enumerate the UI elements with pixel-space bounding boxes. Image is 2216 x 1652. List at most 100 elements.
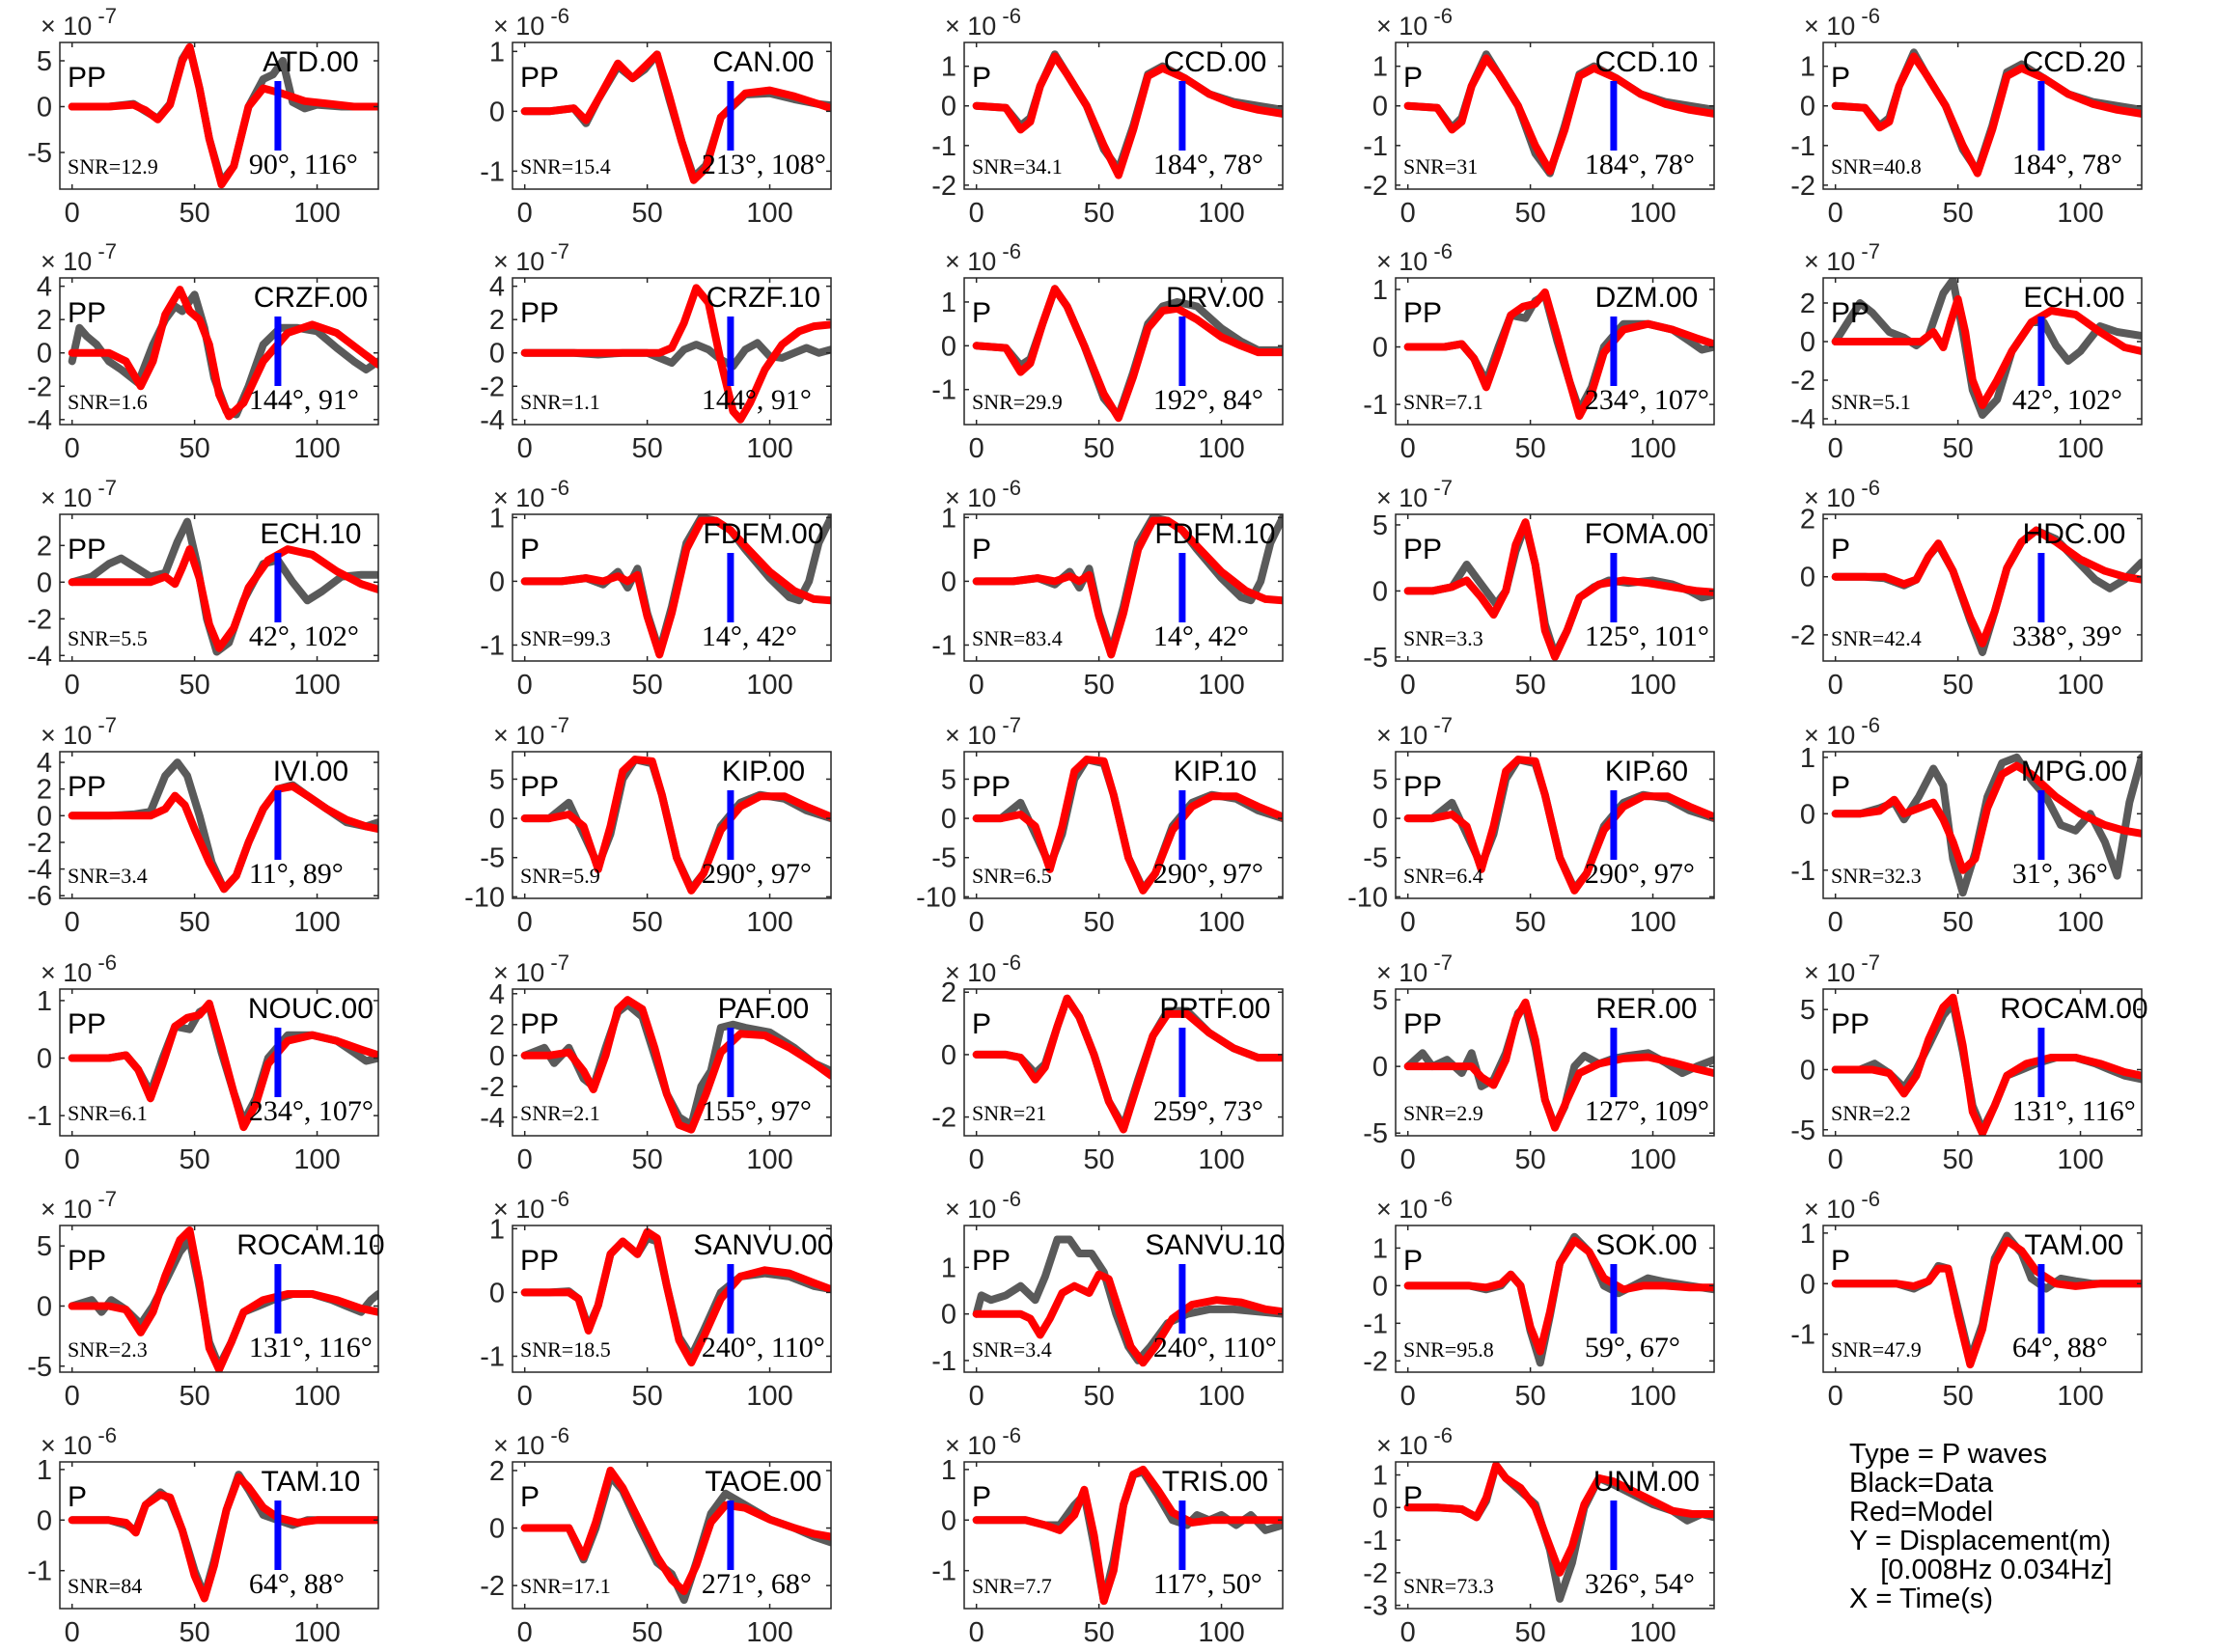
x-tick-label: 100	[293, 1144, 340, 1175]
angles-label: 271°, 68°	[702, 1568, 812, 1600]
phase-label: PP	[68, 1245, 106, 1277]
angles-label: 127°, 109°	[1585, 1095, 1709, 1127]
x-tick-label: 50	[1514, 1381, 1545, 1412]
y-tick-label: 1	[941, 503, 956, 534]
station-label: UNM.00	[1593, 1466, 1700, 1498]
x-tick-label: 50	[1942, 433, 1973, 464]
x-tick-label: 0	[1400, 907, 1416, 938]
x-tick-label: 0	[969, 1617, 984, 1648]
axes-frame	[512, 1461, 832, 1610]
y-exponent: × 10 -7	[41, 1187, 117, 1224]
phase-label: PP	[1403, 1008, 1442, 1040]
x-tick-label: 50	[179, 433, 209, 464]
axes-frame	[1822, 1225, 2143, 1373]
x-tick-label: 50	[179, 907, 209, 938]
model-trace	[68, 999, 378, 1132]
snr-label: SNR=1.6	[68, 390, 148, 414]
x-tick-label: 0	[1828, 433, 1843, 464]
y-tick-label: 1	[941, 1455, 956, 1486]
x-tick-label: 0	[517, 1144, 533, 1175]
y-tick-label: -5	[1363, 843, 1388, 874]
snr-label: SNR=12.9	[68, 154, 158, 179]
y-tick-label: 1	[37, 986, 52, 1017]
axes-frame	[1822, 751, 2143, 899]
panel-ech-10: 0 50 100 2 0 -2 -4 × 10 -7 PP ECH.10 SNR=5.5 42°, 1…	[27, 476, 379, 701]
y-tick-label: 5	[489, 764, 505, 795]
snr-label: SNR=7.7	[972, 1574, 1052, 1598]
x-tick-label: 0	[65, 1144, 80, 1175]
phase-label: P	[520, 1481, 540, 1513]
snr-label: SNR=6.4	[1403, 864, 1483, 888]
model-trace	[1403, 756, 1714, 895]
phase-label: P	[972, 1008, 991, 1040]
phase-label: PP	[520, 1245, 559, 1277]
y-exponent: × 10 -7	[1376, 950, 1453, 987]
y-tick-label: -1	[1363, 390, 1388, 421]
x-tick-label: 100	[293, 198, 340, 229]
axes-frame	[1395, 513, 1715, 662]
angles-label: 144°, 91°	[702, 384, 812, 416]
snr-label: SNR=1.1	[520, 390, 600, 414]
model-trace	[1403, 54, 1714, 176]
y-tick-label: 0	[941, 92, 956, 123]
x-tick-label: 0	[517, 1617, 533, 1648]
phase-label: P	[1831, 771, 1850, 803]
y-tick-label: -1	[1790, 131, 1815, 162]
figure-legend: Type = P waves Black=Data Red=Model Y = …	[1849, 1440, 2112, 1613]
y-tick-label: 0	[941, 1040, 956, 1071]
phase-label: P	[1403, 62, 1423, 94]
snr-label: SNR=7.1	[1403, 390, 1483, 414]
y-tick-label: -4	[27, 405, 52, 436]
panel-ccd-10: 0 50 100 1 0 -1 -2 × 10 -6 P CCD.10 SNR=31 184°, 78…	[1363, 4, 1715, 229]
y-tick-label: -1	[931, 131, 956, 162]
x-tick-label: 50	[631, 1381, 662, 1412]
y-tick-label: 0	[37, 567, 52, 598]
phase-label: P	[1831, 62, 1850, 94]
y-tick-label: 0	[489, 1278, 505, 1308]
x-tick-label: 0	[1400, 198, 1416, 229]
y-tick-label: 0	[37, 1505, 52, 1536]
x-tick-label: 100	[1198, 1144, 1244, 1175]
y-tick-label: 1	[37, 1455, 52, 1486]
x-tick-label: 100	[293, 433, 340, 464]
axes-frame	[1822, 277, 2143, 426]
y-exponent: × 10 -6	[41, 1423, 117, 1460]
x-tick-label: 100	[1629, 907, 1676, 938]
model-trace	[1831, 526, 2142, 647]
snr-label: SNR=5.9	[520, 864, 600, 888]
snr-label: SNR=2.9	[1403, 1101, 1483, 1125]
y-tick-label: 0	[1800, 327, 1815, 358]
snr-label: SNR=2.3	[68, 1337, 148, 1362]
x-tick-label: 100	[746, 670, 792, 701]
y-tick-label: -5	[1363, 1118, 1388, 1149]
model-trace	[972, 1270, 1283, 1367]
y-tick-label: -5	[931, 843, 956, 874]
x-tick-label: 50	[1514, 907, 1545, 938]
y-tick-label: -1	[1790, 1320, 1815, 1351]
x-tick-label: 0	[969, 1381, 984, 1412]
y-tick-label: -10	[916, 882, 956, 913]
phase-label: PP	[1831, 1008, 1870, 1040]
x-tick-label: 100	[2057, 433, 2103, 464]
x-tick-label: 0	[969, 670, 984, 701]
angles-label: 290°, 97°	[1585, 858, 1695, 890]
y-tick-label: 0	[1372, 804, 1388, 835]
x-tick-label: 100	[746, 907, 792, 938]
y-exponent: × 10 -6	[945, 476, 1021, 512]
x-tick-label: 50	[1942, 907, 1973, 938]
y-exponent: × 10 -7	[493, 239, 569, 276]
y-tick-label: -1	[480, 630, 505, 661]
axes-frame	[963, 1225, 1284, 1373]
y-tick-label: -1	[931, 630, 956, 661]
y-tick-label: 5	[37, 46, 52, 77]
model-trace	[68, 782, 378, 894]
y-exponent: × 10 -7	[493, 713, 569, 750]
panel-tris-00: 0 50 100 1 0 -1 × 10 -6 P TRIS.00 SNR=7.7 117°, 50…	[931, 1423, 1284, 1648]
axes-frame	[963, 1461, 1284, 1610]
y-exponent: × 10 -6	[1376, 4, 1453, 41]
x-tick-label: 50	[1514, 433, 1545, 464]
